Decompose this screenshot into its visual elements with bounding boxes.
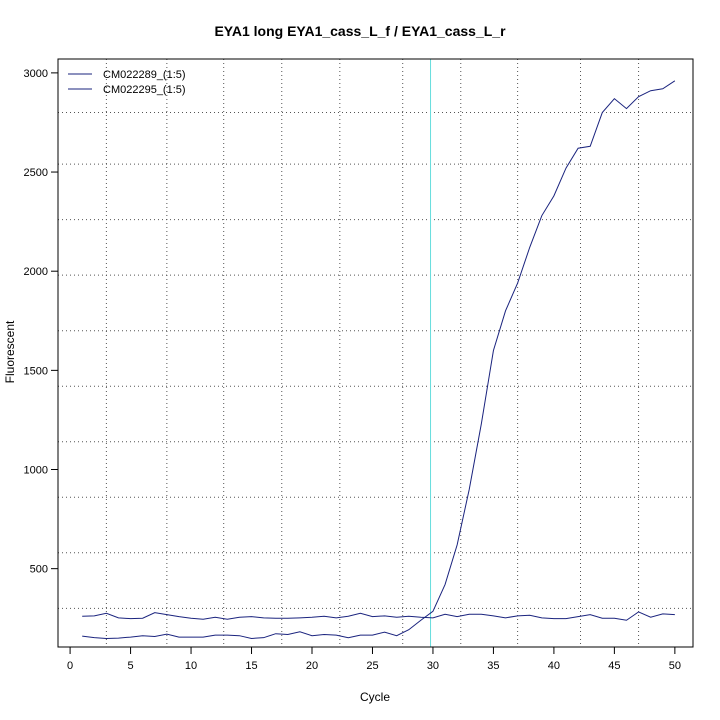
y-tick-label: 2500 <box>24 167 48 179</box>
y-tick-label: 2000 <box>24 266 48 278</box>
y-tick-label: 500 <box>30 564 48 576</box>
y-axis: 500 1000 1500 2000 2500 3000 <box>24 68 59 576</box>
grid <box>58 59 693 647</box>
legend-label: CM022295_(1:5) <box>103 84 186 96</box>
x-tick-label: 0 <box>67 660 73 672</box>
chart-title: EYA1 long EYA1_cass_L_f / EYA1_cass_L_r <box>214 23 506 39</box>
x-tick-label: 40 <box>548 660 560 672</box>
x-tick-label: 15 <box>245 660 257 672</box>
x-tick-label: 10 <box>185 660 197 672</box>
x-tick-label: 50 <box>669 660 681 672</box>
legend-label: CM022289_(1:5) <box>103 69 186 81</box>
legend: CM022289_(1:5) CM022295_(1:5) <box>68 69 186 96</box>
series-line-2 <box>82 80 676 639</box>
y-tick-label: 1000 <box>24 465 48 477</box>
series-layer <box>82 80 676 639</box>
x-tick-label: 5 <box>128 660 134 672</box>
x-tick-label: 45 <box>608 660 620 672</box>
x-axis-label: Cycle <box>360 690 390 704</box>
y-tick-label: 3000 <box>24 68 48 80</box>
y-axis-label: Fluorescent <box>3 320 17 383</box>
x-tick-label: 20 <box>306 660 318 672</box>
y-tick-label: 1500 <box>24 365 48 377</box>
plot-frame <box>57 58 694 648</box>
series-line-1 <box>82 611 675 621</box>
x-tick-label: 35 <box>487 660 499 672</box>
x-axis: 0 5 10 15 20 25 30 35 40 45 50 <box>67 646 681 672</box>
x-tick-label: 30 <box>427 660 439 672</box>
x-tick-label: 25 <box>366 660 378 672</box>
